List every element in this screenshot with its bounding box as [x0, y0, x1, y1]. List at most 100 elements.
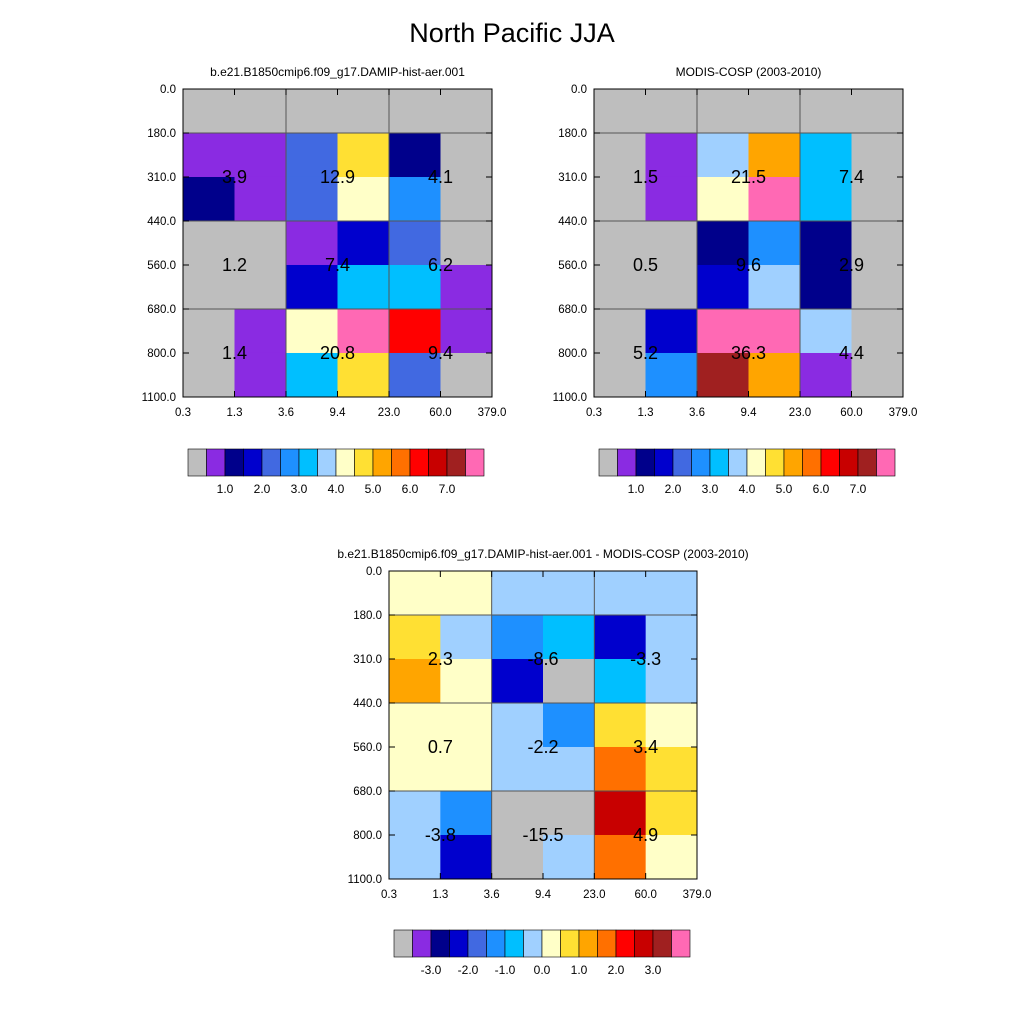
heatmap-cell	[234, 264, 287, 310]
colorbar-swatch	[446, 448, 466, 477]
heatmap-cell	[851, 221, 904, 266]
colorbar-label: -2.0	[458, 963, 479, 977]
data-label: 1.2	[222, 255, 247, 275]
colorbar-swatch	[354, 448, 374, 477]
data-label: 3.9	[222, 167, 247, 187]
heatmap-cell	[697, 352, 749, 398]
heatmap-cell	[697, 309, 749, 354]
heatmap-cell	[234, 176, 287, 222]
heatmap-cell	[440, 703, 493, 748]
heatmap-cell	[234, 309, 287, 354]
heatmap-cell	[337, 176, 390, 222]
heatmap-cell	[851, 352, 904, 398]
data-label: 7.4	[839, 167, 864, 187]
y-tick-label: 800.0	[147, 348, 176, 360]
heatmap-cell	[543, 703, 595, 748]
heatmap-cell	[748, 264, 801, 310]
x-tick-label: 60.0	[429, 407, 451, 419]
colorbar-swatch	[671, 929, 691, 958]
heatmap-cell	[389, 834, 441, 880]
x-tick-label: 3.6	[278, 407, 294, 419]
heatmap-cell	[440, 571, 493, 616]
heatmap-cell	[645, 176, 698, 222]
x-tick-label: 9.4	[330, 407, 347, 419]
colorbar-swatch	[672, 448, 692, 477]
colorbar-swatch	[802, 448, 822, 477]
data-label: -15.5	[522, 825, 563, 845]
heatmap-cell	[389, 352, 441, 398]
colorbar-swatch	[224, 448, 244, 477]
y-tick-label: 680.0	[147, 304, 176, 316]
colorbar-label: 7.0	[439, 482, 456, 496]
heatmap-cell	[645, 703, 698, 748]
data-label: 3.4	[633, 737, 658, 757]
heatmap-cell	[645, 658, 698, 704]
heatmap-cell	[645, 264, 698, 310]
x-tick-label: 379.0	[683, 889, 712, 901]
heatmap-cell	[800, 221, 852, 266]
heatmap-cell	[851, 133, 904, 178]
y-tick-label: 440.0	[353, 698, 382, 710]
heatmap-cell	[183, 352, 235, 398]
heatmap-cell	[594, 352, 646, 398]
heatmap-cell	[491, 746, 544, 792]
colorbar-label: 4.0	[739, 482, 756, 496]
colorbar-label: 5.0	[776, 482, 793, 496]
x-tick-label: 0.3	[175, 407, 191, 419]
heatmap-cell	[286, 264, 338, 310]
colorbar-swatch	[728, 448, 748, 477]
heatmap-cell	[286, 221, 338, 266]
colorbar-label: 0.0	[534, 963, 551, 977]
y-tick-label: 440.0	[147, 216, 176, 228]
colorbar-swatch	[428, 448, 448, 477]
heatmap-cell	[543, 746, 595, 792]
heatmap-cell	[183, 309, 235, 354]
heatmap-cell	[234, 133, 287, 178]
panel-title: b.e21.B1850cmip6.f09_g17.DAMIP-hist-aer.…	[337, 547, 748, 561]
heatmap-cell	[543, 834, 595, 880]
colorbar-swatch	[372, 448, 392, 477]
heatmap-cell	[594, 746, 647, 792]
colorbar-swatch	[709, 448, 729, 477]
x-tick-label: 3.6	[689, 407, 705, 419]
heatmap-cell	[337, 221, 390, 266]
colorbar-label: 5.0	[365, 482, 382, 496]
colorbar-swatch	[876, 448, 896, 477]
heatmap-cell	[389, 658, 441, 704]
data-label: 2.3	[428, 649, 453, 669]
heatmap-cell	[594, 89, 646, 134]
colorbar-label: 2.0	[665, 482, 682, 496]
x-tick-label: 1.3	[432, 889, 448, 901]
colorbar-swatch	[391, 448, 411, 477]
colorbar-swatch	[409, 448, 429, 477]
colorbar-swatch	[430, 929, 450, 958]
heatmap-cell	[491, 615, 544, 660]
data-label: 1.4	[222, 343, 247, 363]
colorbar-swatch	[317, 448, 337, 477]
heatmap-cell	[440, 309, 493, 354]
heatmap-cell	[697, 133, 749, 178]
heatmap-cell	[440, 221, 493, 266]
colorbar-swatch	[839, 448, 859, 477]
colorbar-swatch	[746, 448, 766, 477]
y-tick-label: 0.0	[571, 84, 587, 96]
heatmap-cell	[594, 309, 646, 354]
data-label: 0.7	[428, 737, 453, 757]
colorbar-swatch	[691, 448, 711, 477]
heatmap-cell	[645, 615, 698, 660]
heatmap-cell	[748, 309, 801, 354]
data-label: 2.9	[839, 255, 864, 275]
x-tick-label: 23.0	[378, 407, 400, 419]
heatmap-cell	[389, 703, 441, 748]
heatmap-cell	[183, 264, 235, 310]
heatmap-cell	[234, 221, 287, 266]
heatmap-cell	[748, 176, 801, 222]
heatmap-cell	[851, 264, 904, 310]
heatmap-cell	[440, 834, 493, 880]
heatmap-cell	[389, 571, 441, 616]
colorbar-swatch	[261, 448, 281, 477]
heatmap-cell	[337, 133, 390, 178]
heatmap-cell	[645, 352, 698, 398]
heatmap-cell	[183, 133, 235, 178]
